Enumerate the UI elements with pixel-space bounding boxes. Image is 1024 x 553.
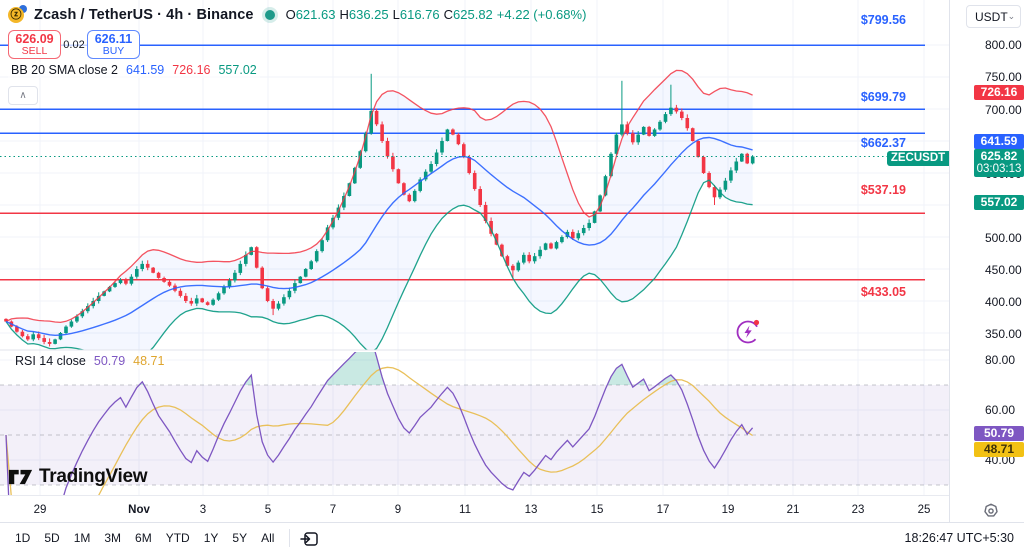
price-tick-label: 500.00 — [985, 230, 1022, 245]
time-tick-label: 15 — [590, 504, 604, 516]
zcash-coin-icon: ⓩ — [8, 5, 27, 24]
lightning-bolt-icon — [744, 325, 752, 338]
last-price-countdown-badge: 625.82 03:03:13 — [974, 149, 1024, 177]
time-axis[interactable]: 29 Nov 3 5 7 9 11 13 15 17 19 21 23 25 — [0, 495, 949, 522]
bb-indicator-legend[interactable]: BB 20 SMA close 2 641.59 726.16 557.02 — [8, 62, 260, 78]
price-badge: 726.16 — [974, 84, 1024, 100]
rsi-value: 50.79 — [93, 354, 126, 368]
price-tick-label: 800.00 — [985, 38, 1022, 52]
goto-date-button[interactable] — [298, 528, 320, 548]
calendar-arrow-icon — [300, 531, 318, 546]
chevron-down-icon: ⌄ — [1007, 11, 1016, 21]
price-badge: 557.02 — [974, 194, 1024, 210]
clock-timezone[interactable]: 18:26:47 UTC+5:30 — [904, 531, 1014, 545]
price-level-label[interactable]: $537.19 — [860, 183, 906, 197]
bb-lower-value: 557.02 — [218, 63, 257, 77]
bottom-toolbar: 1D 5D 1M 3M 6M YTD 1Y 5Y All 18:26:47 UTC+5:30 — [0, 522, 1024, 553]
price-tick-label: 400.00 — [985, 294, 1022, 309]
time-tick-label: 7 — [329, 504, 337, 516]
range-button-6m[interactable]: 6M — [135, 531, 152, 545]
range-button-3m[interactable]: 3M — [104, 531, 122, 545]
ohlc-values: O621.63 H636.25 L616.76 C625.82 +4.22 (+… — [285, 7, 587, 22]
price-badge: 50.79 — [974, 425, 1024, 441]
range-button-5y[interactable]: 5Y — [232, 531, 248, 545]
range-button-5d[interactable]: 5D — [44, 531, 60, 545]
time-tick-label: 29 — [33, 504, 47, 516]
price-level-label[interactable]: $799.56 — [860, 13, 906, 27]
time-tick-label: 23 — [851, 504, 865, 516]
symbol-title[interactable]: Zcash / TetherUS · 4h · Binance — [34, 6, 254, 23]
rsi-ma-value: 48.71 — [133, 354, 165, 368]
price-scale[interactable]: USDT ⌄ 800.00750.00700.00650.00600.00550… — [887, 0, 1024, 522]
quick-trade-button[interactable] — [735, 318, 762, 345]
price-level-label[interactable]: $662.37 — [860, 136, 906, 150]
countdown-timer: 03:03:13 — [976, 163, 1022, 175]
time-tick-label: 11 — [459, 504, 471, 516]
time-tick-label: 25 — [917, 504, 931, 516]
currency-dropdown[interactable]: USDT ⌄ — [966, 5, 1021, 28]
sell-button[interactable]: 626.09 SELL — [8, 30, 61, 59]
range-button-ytd[interactable]: YTD — [165, 531, 190, 545]
price-tick-label: 350.00 — [985, 326, 1022, 341]
time-tick-label: 9 — [394, 504, 402, 516]
time-tick-label: 13 — [524, 504, 538, 516]
bb-upper-value: 726.16 — [172, 63, 211, 77]
range-button-1d[interactable]: 1D — [15, 531, 31, 545]
market-status-icon[interactable] — [264, 9, 275, 20]
price-badge: 48.71 — [974, 442, 1024, 457]
time-tick-label: 17 — [656, 504, 670, 516]
price-badge: 641.59 — [974, 133, 1024, 149]
time-tick-label: 3 — [199, 504, 207, 516]
lightning-circle — [736, 320, 760, 344]
tradingview-glyph-icon — [8, 469, 33, 485]
time-tick-label: 19 — [721, 504, 735, 516]
time-axis-settings-icon[interactable] — [982, 502, 1000, 520]
price-level-label[interactable]: $699.79 — [860, 90, 906, 104]
rsi-indicator-legend[interactable]: RSI 14 close 50.79 48.71 — [12, 353, 168, 369]
legend-collapse-button[interactable]: ∧ — [8, 86, 38, 105]
symbol-legend: ⓩ Zcash / TetherUS · 4h · Binance O621.6… — [8, 5, 586, 24]
time-tick-label: Nov — [128, 504, 150, 516]
price-level-label[interactable]: $433.05 — [860, 285, 906, 299]
bb-basis-value: 641.59 — [126, 63, 165, 77]
tradingview-logo[interactable]: TradingView — [8, 466, 148, 488]
time-tick-label: 5 — [264, 504, 272, 516]
toolbar-divider — [289, 529, 291, 547]
range-button-1m[interactable]: 1M — [73, 531, 91, 545]
price-tick-label: 450.00 — [985, 262, 1022, 277]
order-panel: 626.09 SELL 0.02 626.11 BUY — [8, 30, 140, 59]
price-change: +4.22 (+0.68%) — [496, 7, 587, 22]
range-button-1y[interactable]: 1Y — [203, 531, 219, 545]
price-tick-label: 80.00 — [985, 353, 1016, 367]
price-tick-label: 700.00 — [985, 102, 1022, 117]
price-tick-label: 750.00 — [985, 70, 1022, 84]
range-button-all[interactable]: All — [261, 531, 275, 545]
spread-value: 0.02 — [61, 38, 87, 51]
time-tick-label: 21 — [786, 504, 800, 516]
symbol-tag-badge: ZECUSDT — [887, 151, 949, 166]
notification-dot — [753, 319, 760, 326]
price-tick-label: 60.00 — [985, 403, 1016, 417]
buy-button[interactable]: 626.11 BUY — [87, 30, 140, 59]
